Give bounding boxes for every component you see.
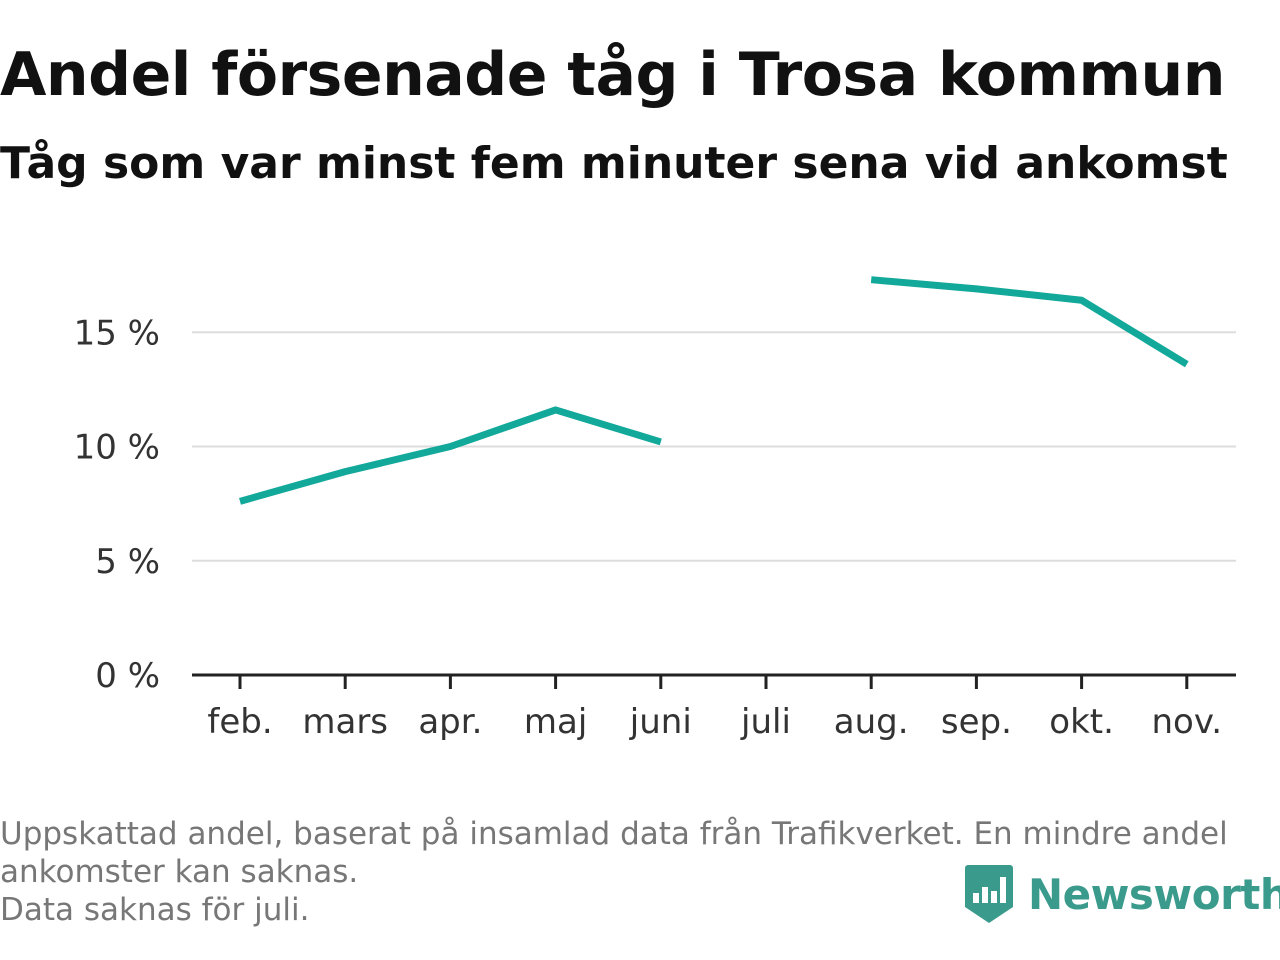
x-axis-labels: feb. mars apr. maj juni juli aug. sep. okt. nov. [207, 702, 1222, 742]
gridlines [192, 331, 1236, 562]
x-tick-label: feb. [207, 702, 272, 742]
x-tick-label: apr. [418, 702, 482, 742]
line-chart: 0 % 5 % 10 % 15 % feb. mars apr. maj juni juli au… [74, 276, 1236, 742]
series-lines [239, 276, 1189, 505]
x-tick-label: aug. [834, 702, 909, 742]
x-tick-label: mars [302, 702, 388, 742]
series-line-segment [870, 276, 1189, 368]
x-tick-label: okt. [1049, 702, 1114, 742]
y-tick-label: 15 % [74, 313, 160, 353]
y-tick-label: 0 % [95, 656, 160, 696]
footer-line-1: Uppskattad andel, baserat på insamlad da… [0, 816, 1228, 852]
brand-name: Newsworthy [1028, 869, 1280, 919]
series-line-segment [239, 406, 662, 505]
footer-line-3: Data saknas för juli. [0, 892, 310, 928]
y-axis-labels: 0 % 5 % 10 % 15 % [74, 313, 160, 696]
x-tick-label: nov. [1151, 702, 1222, 742]
x-tick-label: juni [629, 702, 692, 742]
x-tick-label: maj [524, 702, 587, 742]
y-tick-label: 5 % [95, 542, 160, 582]
x-axis [192, 673, 1236, 689]
chart-subtitle: Tåg som var minst fem minuter sena vid a… [0, 138, 1228, 189]
y-tick-label: 10 % [74, 428, 160, 468]
x-tick-label: sep. [941, 702, 1012, 742]
footer-note: Uppskattad andel, baserat på insamlad da… [0, 815, 1228, 929]
brand-logo: Newsworthy [964, 862, 1280, 926]
chart-title: Andel försenade tåg i Trosa kommun [0, 40, 1225, 110]
x-tick-label: juli [740, 702, 791, 742]
footer-line-2: ankomster kan saknas. [0, 854, 359, 890]
newsworthy-logo-icon [965, 865, 1013, 923]
